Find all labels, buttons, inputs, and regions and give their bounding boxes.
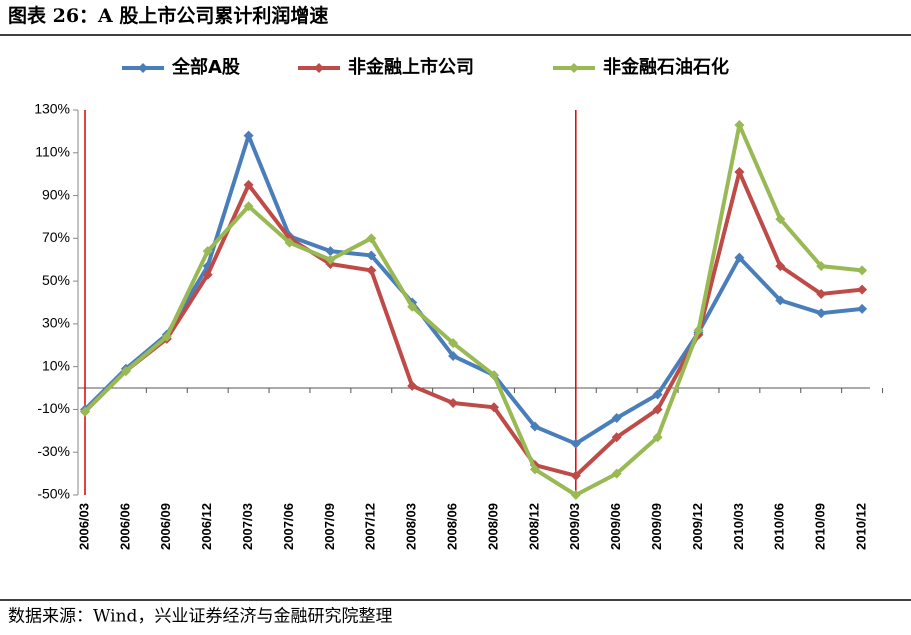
point [489, 370, 499, 381]
x-tick-label: 2008/03 [404, 503, 419, 550]
x-tick-label: 2008/12 [526, 503, 541, 550]
point [652, 389, 663, 400]
x-tick-label: 2007/06 [281, 503, 296, 550]
point [489, 402, 499, 413]
y-tick-label: 50% [42, 272, 70, 288]
chart-title: 图表 26：A 股上市公司累计利润增速 [8, 4, 328, 27]
legend-marker [314, 63, 324, 73]
point [734, 119, 745, 130]
point [611, 432, 622, 443]
point [243, 179, 254, 190]
y-tick-label: 10% [42, 357, 70, 373]
point [366, 250, 377, 261]
point [243, 130, 254, 141]
point [202, 269, 213, 280]
point [80, 406, 90, 417]
x-tick-label: 2007/12 [363, 503, 378, 550]
point [816, 308, 827, 319]
point [652, 404, 663, 415]
x-tick-label: 2006/09 [158, 503, 173, 550]
y-tick-label: 110% [35, 143, 70, 159]
point [325, 254, 336, 265]
series-line [83, 122, 863, 497]
x-tick-label: 2007/03 [240, 503, 255, 550]
point [570, 470, 581, 481]
legend-label: 全部A股 [171, 56, 241, 78]
legend-marker [569, 63, 579, 73]
point [857, 284, 868, 295]
point [734, 167, 745, 178]
x-tick-label: 2006/03 [76, 503, 91, 550]
point [284, 237, 295, 248]
point [325, 246, 336, 257]
x-tick-label: 2008/06 [445, 503, 460, 550]
x-tick-label: 2010/12 [854, 503, 869, 550]
point [448, 398, 459, 409]
y-tick-label: -50% [37, 486, 70, 502]
point [570, 490, 581, 500]
point [202, 246, 213, 257]
point [611, 413, 622, 423]
point [652, 432, 663, 443]
source-note: 数据来源：Wind，兴业证券经济与金融研究院整理 [8, 607, 392, 627]
point [161, 331, 172, 342]
x-tick-label: 2009/06 [608, 503, 623, 550]
y-tick-label: -30% [37, 443, 70, 459]
y-tick-label: 90% [42, 186, 70, 202]
legend-label: 非金融上市公司 [348, 56, 474, 78]
point [857, 265, 868, 276]
point [775, 261, 786, 272]
point [448, 350, 459, 361]
y-tick-label: 30% [42, 315, 70, 331]
x-tick-label: 2010/03 [731, 503, 746, 550]
x-tick-label: 2009/09 [649, 503, 664, 550]
point [529, 421, 540, 432]
point [243, 201, 254, 212]
point [120, 365, 131, 376]
point [529, 464, 540, 475]
point [775, 214, 786, 225]
point [857, 303, 868, 314]
point [448, 338, 459, 349]
point [734, 252, 745, 263]
legend-label: 非金融石油石化 [603, 56, 729, 78]
x-tick-label: 2006/06 [117, 503, 132, 550]
point [366, 265, 377, 276]
series-line [83, 170, 863, 478]
legend-marker [138, 63, 148, 73]
x-tick-label: 2008/09 [485, 503, 500, 550]
point [816, 261, 827, 272]
x-tick-label: 2009/12 [690, 503, 705, 550]
point [366, 233, 377, 244]
x-tick-label: 2006/12 [199, 503, 214, 550]
point [775, 295, 786, 306]
point [611, 468, 622, 479]
y-tick-label: -10% [37, 400, 70, 416]
point [570, 438, 581, 449]
y-tick-label: 70% [42, 229, 70, 245]
point [816, 288, 827, 299]
y-tick-label: 130% [34, 101, 70, 117]
x-tick-label: 2009/03 [567, 503, 582, 550]
point [407, 380, 418, 391]
x-tick-label: 2010/06 [772, 503, 787, 550]
point [693, 325, 704, 336]
x-tick-label: 2010/09 [813, 503, 828, 550]
point [407, 301, 418, 312]
x-tick-label: 2007/09 [322, 503, 337, 550]
